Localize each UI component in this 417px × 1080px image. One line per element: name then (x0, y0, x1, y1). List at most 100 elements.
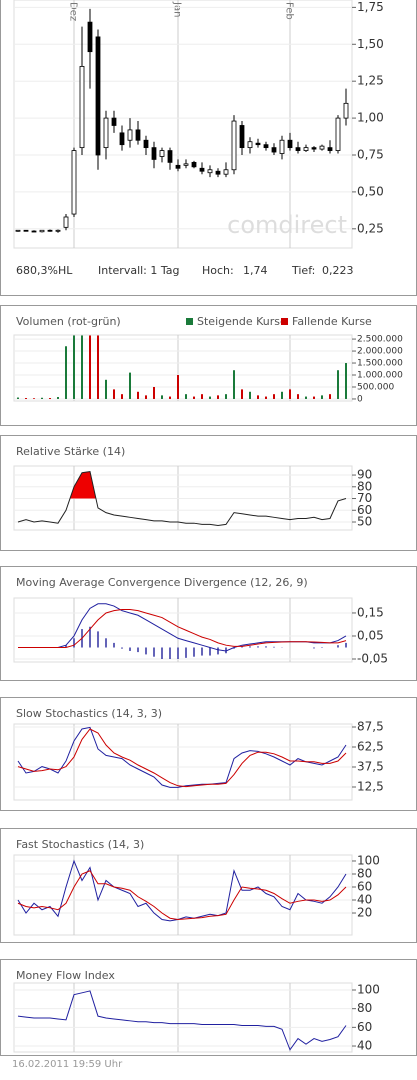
indicator-line (18, 609, 347, 648)
histogram-bar (337, 645, 339, 648)
histogram-bar (129, 647, 131, 651)
candle-body (103, 117, 109, 149)
volume-bar (281, 391, 283, 399)
plot-frame (13, 982, 353, 1053)
candle-body (135, 129, 141, 141)
volume-bar (193, 396, 195, 399)
indicator-line (17, 990, 347, 1051)
info-high: 1,74 (243, 264, 268, 277)
y-tick-label: 70 (357, 491, 372, 505)
y-tick-label: 0,15 (357, 605, 384, 619)
volume-bar (73, 335, 75, 399)
volume-bar (241, 389, 243, 399)
indicator-line (17, 726, 347, 788)
y-tick-label: 87,5 (357, 720, 384, 734)
volume-bar (81, 335, 83, 399)
month-label: Feb (284, 2, 295, 20)
y-tick-label: 40 (357, 1039, 372, 1053)
histogram-bar (153, 647, 155, 657)
indicator-line (17, 728, 347, 788)
candle-body (247, 141, 253, 149)
histogram-bar (97, 631, 99, 648)
panel-title: Moving Average Convergence Divergence (1… (16, 576, 308, 589)
histogram-bar (209, 647, 211, 656)
volume-bar (145, 395, 147, 399)
histogram-bar (177, 647, 179, 660)
y-tick-label: 1,75 (357, 0, 384, 14)
volume-bar (177, 375, 179, 399)
y-tick-label: 50 (357, 515, 372, 529)
volume-bar (233, 370, 235, 399)
candle-body (311, 147, 317, 150)
histogram-bar (161, 647, 163, 660)
histogram-bar (193, 647, 195, 657)
y-tick-label: 62,5 (357, 740, 384, 754)
volume-bar (49, 398, 51, 399)
y-tick-label: 37,5 (357, 760, 384, 774)
histogram-bar (73, 638, 75, 648)
candle-body (111, 117, 117, 126)
indicator-line (17, 859, 347, 922)
histogram-bar (345, 642, 347, 648)
volume-bar (201, 394, 203, 399)
plot-frame (13, 0, 353, 249)
info-interval: Intervall: 1 Tag (98, 264, 180, 277)
candle-body (287, 139, 293, 149)
y-tick-label: 1,50 (357, 37, 384, 51)
y-tick-label: 1.000.000 (357, 371, 403, 381)
histogram-bar (89, 626, 91, 648)
histogram-bar (113, 642, 115, 648)
y-tick-label: 80 (357, 479, 372, 493)
y-tick-label: 0 (357, 394, 363, 404)
volume-bar (265, 396, 267, 399)
volume-bar (41, 397, 43, 399)
candle-body (63, 216, 69, 228)
plot-frame (13, 723, 353, 801)
info-high-label: Hoch: (202, 264, 234, 277)
volume-bar (273, 394, 275, 399)
plot-frame (13, 854, 353, 936)
volume-bar (185, 394, 187, 399)
candle-body (175, 164, 181, 169)
volume-bar (289, 389, 291, 399)
legend-swatch (281, 318, 288, 325)
plot-frame (13, 334, 353, 402)
panel-title: Relative Stärke (14) (16, 445, 125, 458)
y-tick-label: 80 (357, 866, 372, 880)
volume-bar (17, 397, 19, 399)
histogram-bar (65, 645, 67, 648)
month-label: Dez (68, 2, 79, 21)
histogram-bar (233, 647, 235, 649)
histogram-bar (105, 638, 107, 648)
candle-body (335, 117, 341, 151)
candle-body (327, 147, 333, 151)
candle-body (143, 139, 149, 149)
volume-bar (113, 389, 115, 399)
legend-swatch (186, 318, 193, 325)
volume-bar (209, 396, 211, 399)
plot-frame (13, 597, 353, 663)
y-tick-label: 0,25 (357, 221, 384, 235)
histogram-bar (265, 646, 267, 648)
candle-body (183, 163, 189, 166)
volume-bar (297, 394, 299, 399)
info-low-label: Tief: (291, 264, 315, 277)
y-tick-label: 0,50 (357, 184, 384, 198)
y-tick-label: 1,00 (357, 111, 384, 125)
y-tick-label: 60 (357, 880, 372, 894)
candle-body (151, 147, 157, 160)
candle-body (343, 102, 349, 119)
month-label: Jan (172, 1, 183, 17)
candle-body (95, 36, 101, 156)
histogram-bar (169, 647, 171, 660)
volume-bar (217, 395, 219, 399)
candle-body (23, 229, 29, 232)
timestamp: 16.02.2011 19:59 Uhr (12, 1059, 123, 1070)
candle-body (255, 142, 261, 146)
candle-body (271, 147, 277, 153)
candle-body (303, 147, 309, 151)
candle-body (295, 147, 301, 151)
y-tick-label: -0,05 (357, 652, 388, 666)
volume-bar (97, 335, 99, 399)
